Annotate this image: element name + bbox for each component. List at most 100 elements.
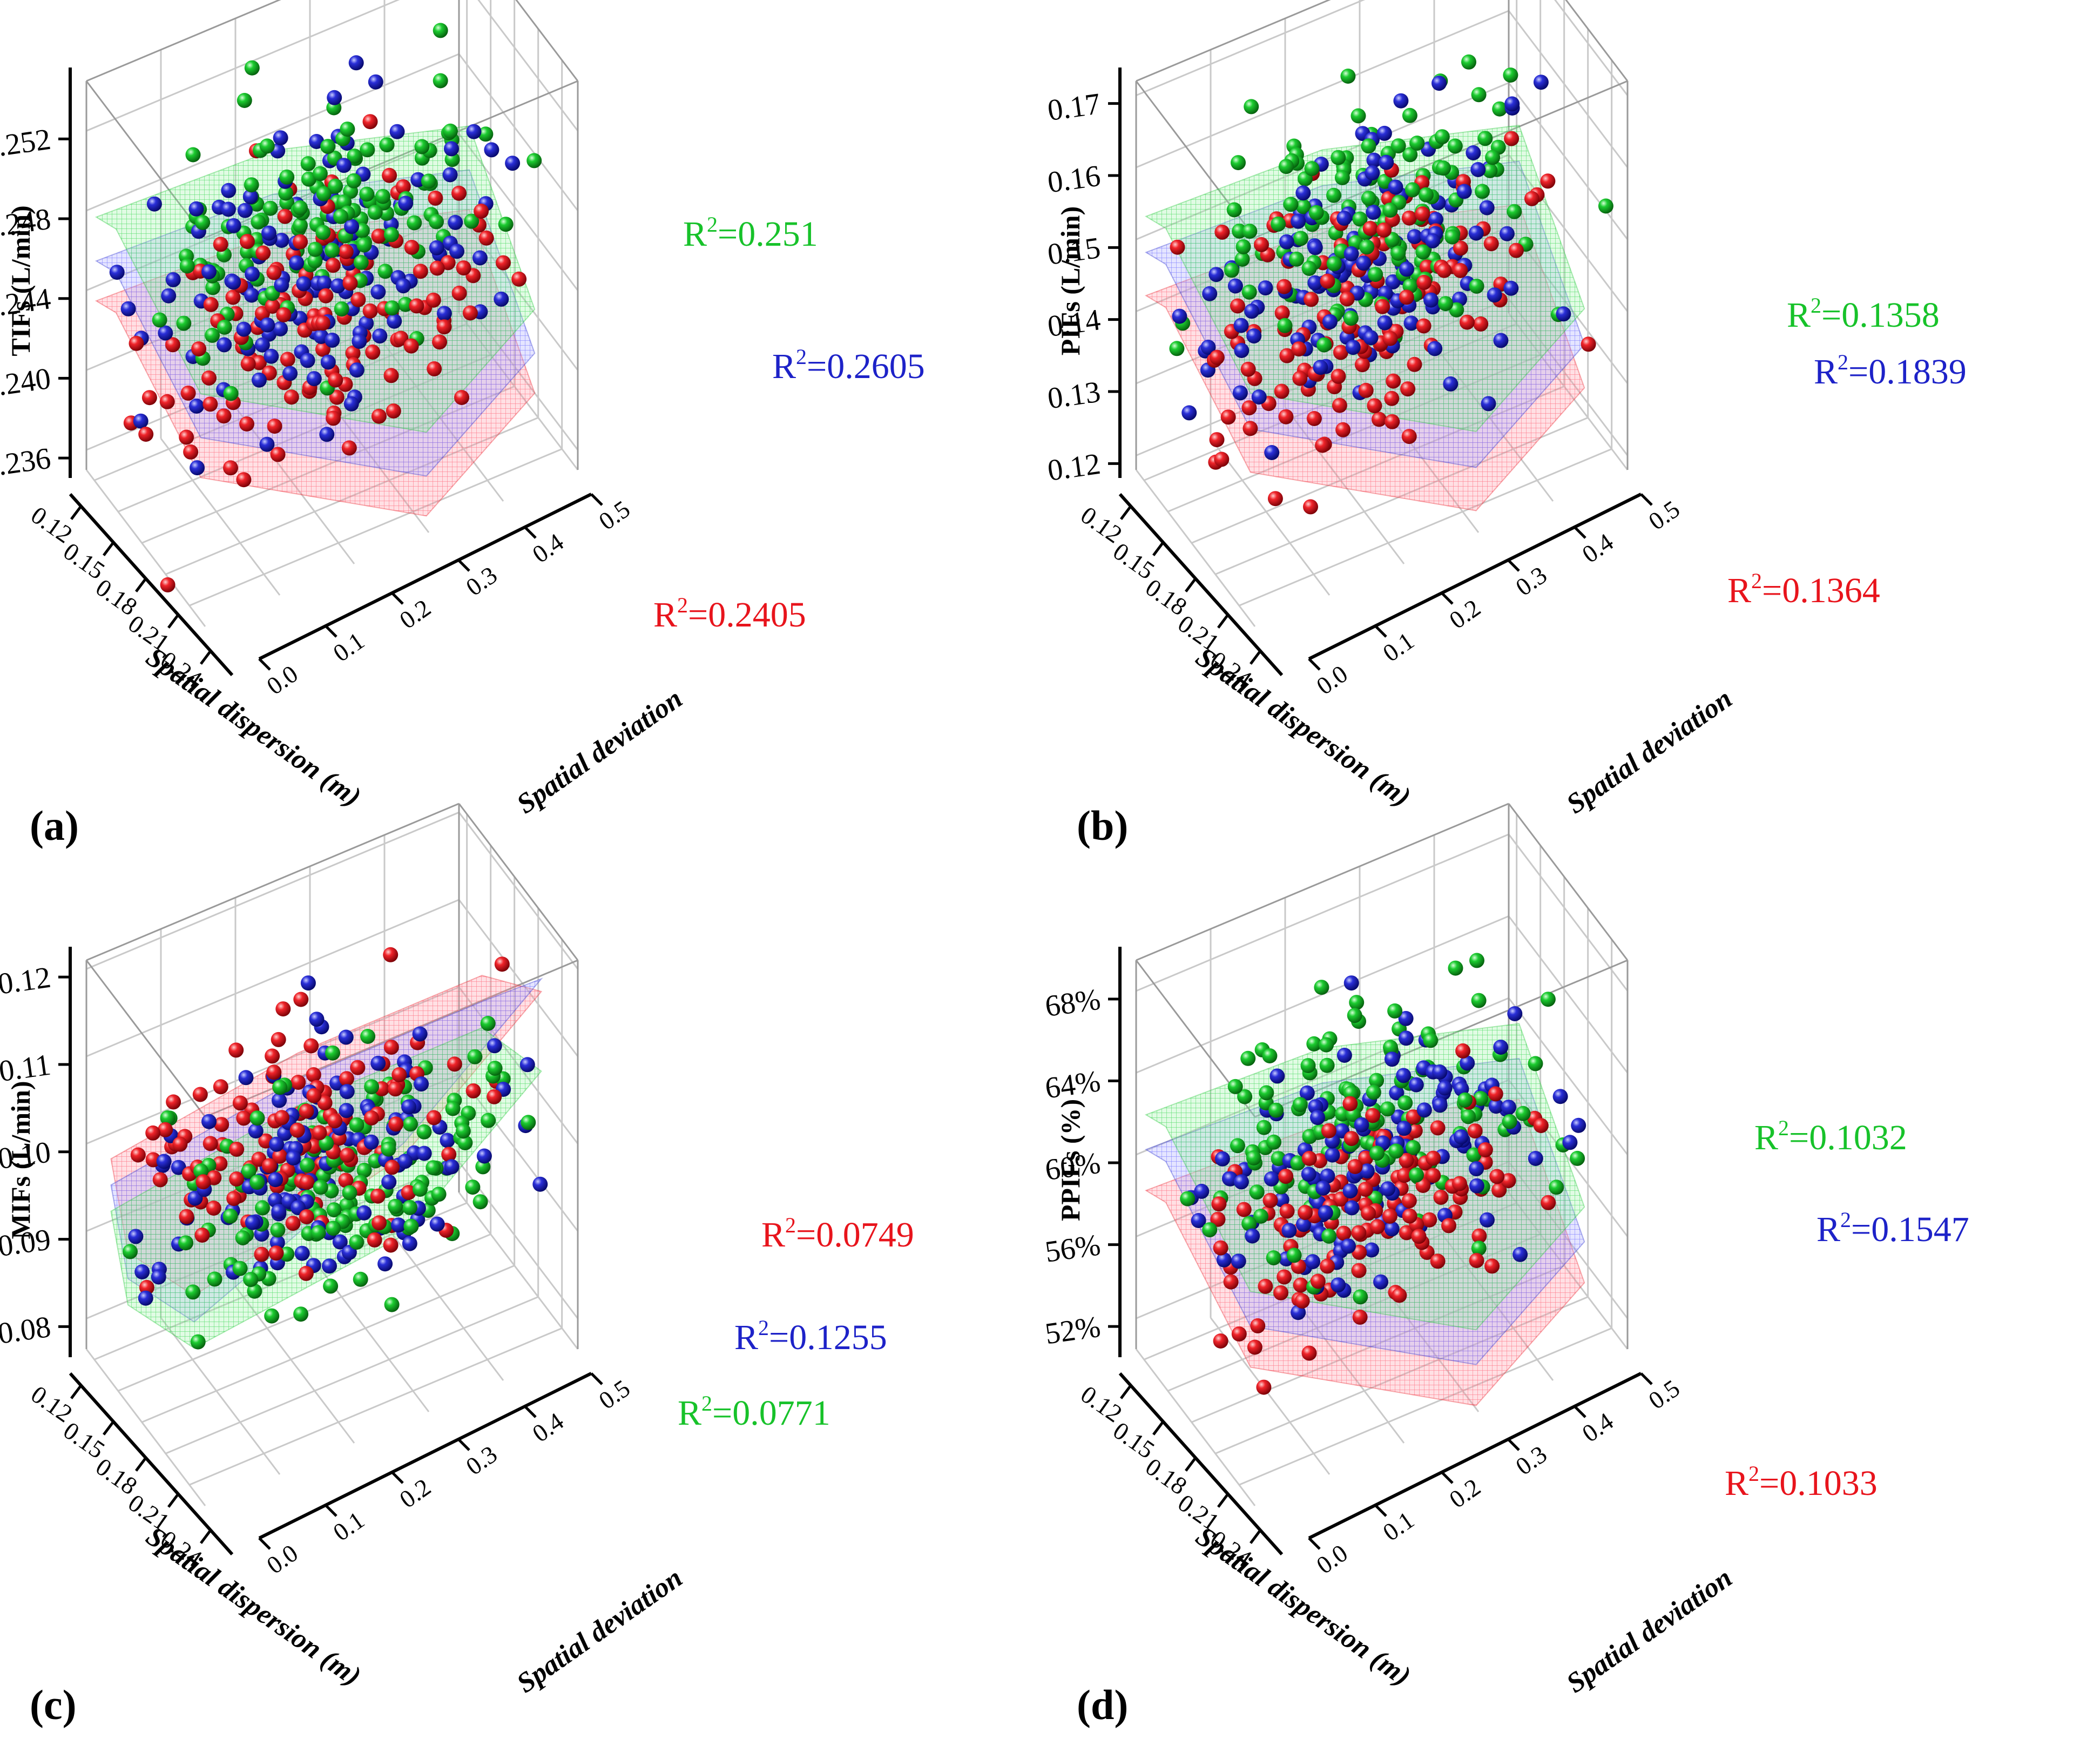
point-blue [327, 90, 342, 105]
point-green [1469, 278, 1484, 294]
x-tick [167, 1493, 179, 1508]
point-green [1457, 1092, 1473, 1108]
point-red [338, 244, 354, 259]
point-green [353, 1271, 368, 1287]
point-red [487, 1089, 502, 1104]
point-blue [1571, 1117, 1586, 1133]
point-red [206, 1201, 221, 1216]
point-red [1336, 1225, 1352, 1241]
x-tick-label: 0.15 [1108, 1417, 1159, 1464]
point-green [123, 1244, 138, 1259]
point-green [1369, 1145, 1385, 1161]
point-red [1339, 291, 1355, 307]
point-red [413, 264, 428, 279]
point-blue [1343, 975, 1359, 991]
point-red [1362, 221, 1378, 236]
point-blue [245, 1215, 260, 1230]
point-blue [1246, 328, 1262, 343]
point-red [252, 355, 267, 370]
point-blue [1399, 261, 1414, 277]
point-green [526, 153, 542, 169]
point-blue [448, 214, 463, 230]
point-blue [1443, 376, 1458, 392]
point-green [293, 218, 308, 233]
point-red [236, 1110, 252, 1126]
point-red [1223, 1274, 1239, 1290]
frame-edge [1136, 803, 1509, 961]
y-tick [1374, 625, 1387, 638]
point-red [454, 390, 469, 405]
point-green [195, 215, 211, 230]
point-blue [494, 291, 509, 307]
point-green [1598, 198, 1613, 214]
point-blue [171, 1160, 186, 1175]
point-green [1340, 69, 1356, 84]
r2-label-green: R2=0.1032 [1754, 1116, 1907, 1157]
point-blue [1504, 96, 1520, 112]
z-tick-label: 0.16 [1045, 159, 1103, 199]
point-red [271, 1032, 286, 1047]
point-green [1390, 246, 1406, 261]
point-blue [1398, 1010, 1414, 1026]
point-red [1358, 1150, 1374, 1166]
point-green [403, 1218, 419, 1234]
point-blue [1456, 184, 1472, 199]
point-blue [1208, 267, 1224, 282]
point-blue [272, 1093, 287, 1108]
point-green [264, 1308, 280, 1324]
point-green [1402, 107, 1417, 123]
y-tick [391, 1471, 404, 1484]
point-red [166, 1094, 181, 1110]
point-red [371, 408, 387, 424]
point-red [1581, 336, 1596, 352]
point-blue [1244, 304, 1260, 319]
r2-label-green: R2=0.1358 [1787, 293, 1940, 335]
point-green [333, 208, 349, 224]
point-green [340, 122, 355, 137]
point-blue [1528, 1151, 1543, 1166]
point-green [465, 1180, 481, 1195]
point-green [1415, 244, 1431, 260]
point-red [429, 260, 445, 276]
point-green [244, 177, 259, 193]
x-tick-label: 0.18 [1140, 574, 1192, 621]
point-blue [1354, 1117, 1369, 1133]
point-green [1492, 101, 1508, 117]
point-blue [1264, 445, 1280, 460]
point-red [1376, 222, 1392, 238]
point-blue [236, 321, 252, 337]
point-blue [271, 1204, 287, 1219]
point-red [1351, 1263, 1367, 1278]
point-red [478, 230, 494, 246]
point-blue [1389, 1085, 1404, 1101]
z-tick-label: 52% [1043, 1310, 1103, 1351]
point-red [447, 1056, 462, 1072]
point-red [212, 1156, 228, 1171]
point-red [428, 190, 443, 206]
point-blue [1396, 1068, 1412, 1083]
point-green [1369, 1073, 1385, 1088]
point-red [1501, 1173, 1516, 1189]
point-red [1419, 259, 1435, 275]
point-blue [1359, 1163, 1375, 1179]
point-red [1342, 1096, 1358, 1111]
z-tick-label: 0.240 [0, 362, 53, 405]
y-axis-label: Spatial deviation [511, 1562, 688, 1699]
x-tick [1185, 577, 1197, 592]
point-blue [261, 225, 276, 241]
point-green [384, 300, 400, 316]
point-green [347, 149, 362, 164]
point-blue [268, 1172, 283, 1188]
point-green [1235, 239, 1251, 254]
point-blue [1313, 360, 1328, 375]
point-red [1256, 1379, 1272, 1395]
point-green [320, 139, 336, 154]
point-green [1359, 239, 1375, 255]
point-red [1310, 1273, 1326, 1289]
point-blue [348, 55, 364, 71]
point-red [404, 240, 420, 255]
point-green [249, 1110, 265, 1126]
point-red [306, 1067, 321, 1082]
point-green [205, 280, 221, 295]
point-blue [260, 317, 275, 333]
